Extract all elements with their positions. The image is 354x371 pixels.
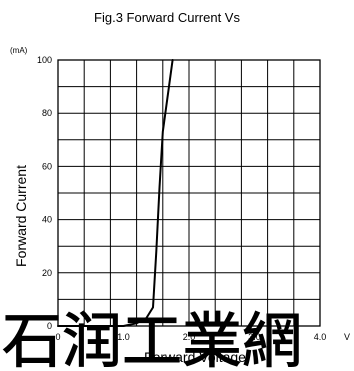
- y-tick-label: 40: [42, 215, 52, 225]
- x-axis-unit: V: [344, 332, 350, 342]
- x-tick-label: 2.0: [183, 332, 196, 342]
- x-axis-title: Forward Voltage: [144, 349, 246, 365]
- tick-labels: 0 20 40 60 80 100 0 1.0 2.0 3.0 4.0: [37, 55, 326, 342]
- y-tick-label: 60: [42, 161, 52, 171]
- y-axis-title: Forward Current: [13, 165, 29, 267]
- plot-frame: [57, 59, 321, 327]
- x-tick-label: 1.0: [117, 332, 130, 342]
- y-tick-label: 20: [42, 268, 52, 278]
- watermark-text: 石润工業網: [2, 308, 302, 371]
- y-axis-unit: (mA): [10, 46, 28, 55]
- plot-series: [57, 59, 174, 327]
- x-tick-label: 0: [55, 332, 60, 342]
- y-tick-label: 80: [42, 108, 52, 118]
- chart-title: Fig.3 Forward Current Vs: [94, 10, 240, 25]
- iv-curve-line: [57, 59, 174, 327]
- x-tick-label: 3.0: [248, 332, 261, 342]
- y-tick-label: 0: [47, 321, 52, 331]
- x-tick-label: 4.0: [314, 332, 327, 342]
- plot-grid: [57, 59, 321, 327]
- y-tick-label: 100: [37, 55, 52, 65]
